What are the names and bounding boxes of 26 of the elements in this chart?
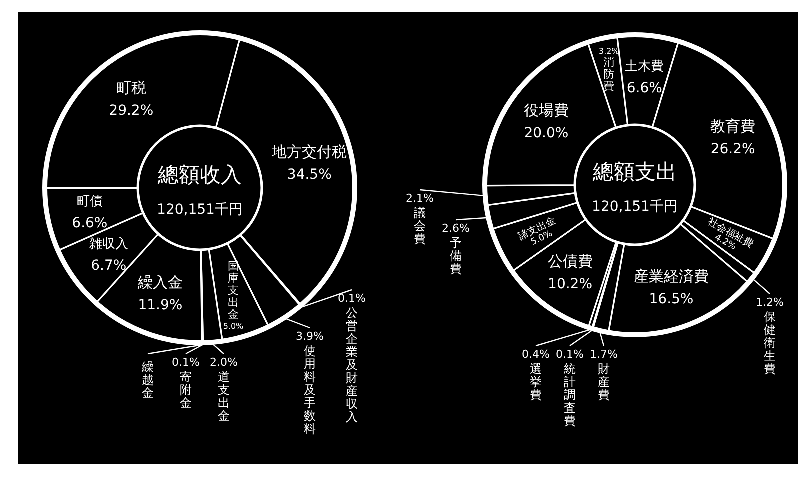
data-label: 0.4% xyxy=(522,348,550,361)
text: 120,151千円 xyxy=(592,199,678,215)
data-label: 0.1% xyxy=(338,292,366,305)
data-label: 20.0% xyxy=(524,125,569,142)
data-label: 34.5% xyxy=(287,166,332,183)
data-label: 11.9% xyxy=(138,297,183,314)
text: 120,151千円 xyxy=(157,202,243,218)
data-label: 1.2% xyxy=(756,296,784,309)
data-label: 29.2% xyxy=(109,102,154,119)
data-label: 5.0% xyxy=(223,322,244,331)
data-label: 16.5% xyxy=(649,292,694,308)
data-label: 2.1% xyxy=(406,192,434,205)
data-label: 10.2% xyxy=(548,276,593,293)
data-label: 3.9% xyxy=(296,330,324,343)
data-label: 1.7% xyxy=(590,348,618,361)
text: 總額支出 xyxy=(592,160,677,184)
data-label: 0.1% xyxy=(172,356,200,369)
text: 總額收入 xyxy=(157,163,242,187)
data-label: 6.7% xyxy=(91,258,127,274)
data-label: 3.2% xyxy=(599,46,620,56)
data-label: 6.6% xyxy=(626,80,662,96)
data-label: 26.2% xyxy=(710,141,756,158)
data-label: 6.6% xyxy=(72,215,108,232)
data-label: 0.1% xyxy=(556,348,584,361)
data-label: 2.6% xyxy=(442,222,470,235)
data-label: 2.0% xyxy=(210,356,238,369)
